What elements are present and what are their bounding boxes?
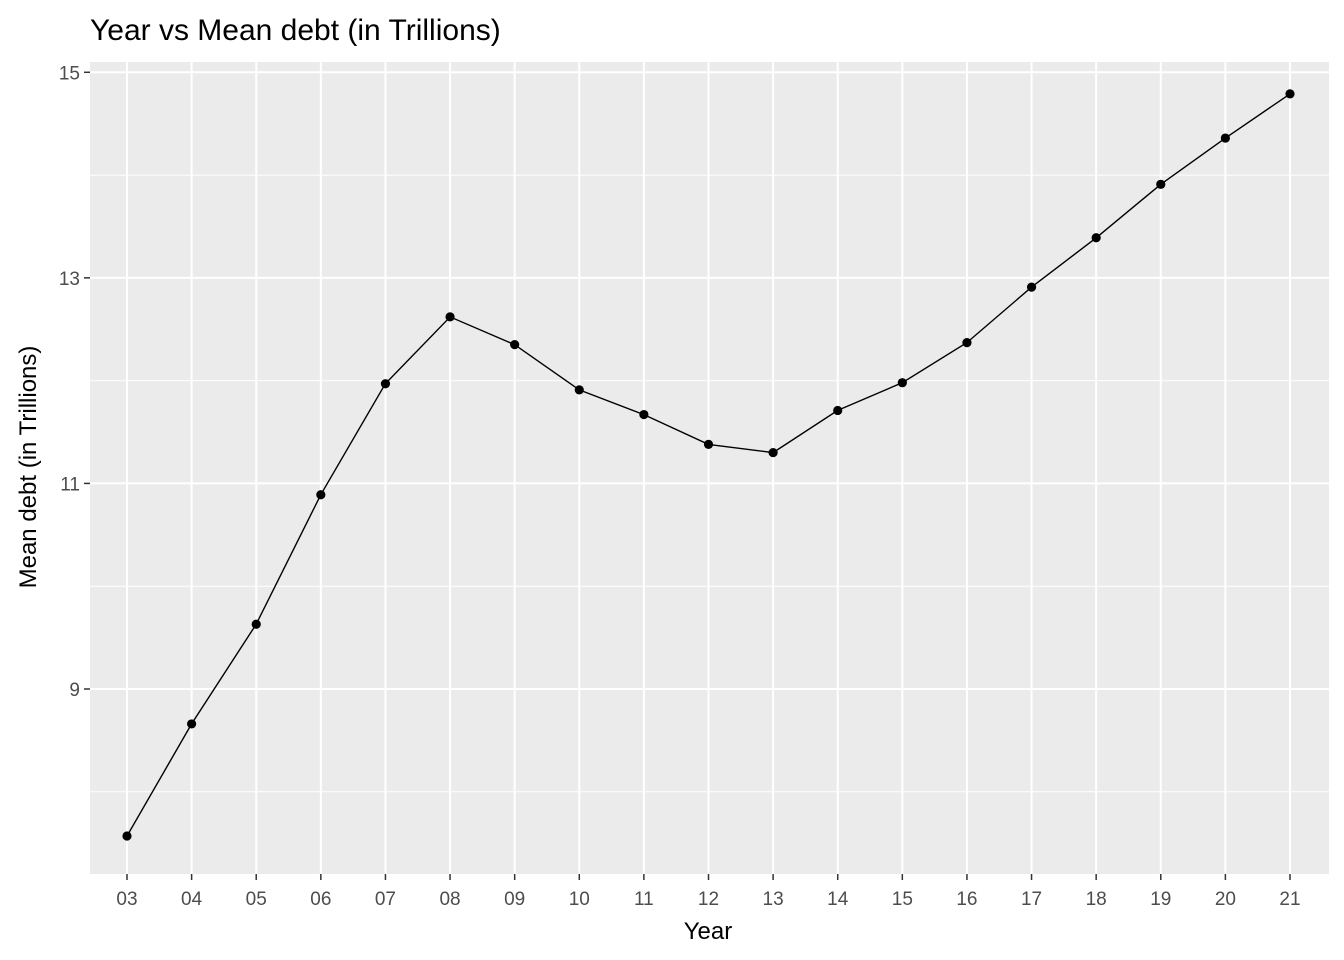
x-tick-label: 16: [956, 889, 977, 910]
y-tick-label: 9: [69, 680, 80, 701]
x-tick-label: 18: [1086, 889, 1107, 910]
data-points: [122, 89, 1295, 841]
x-axis-title: Year: [684, 918, 733, 945]
data-point: [962, 338, 972, 348]
data-point: [1220, 133, 1230, 143]
x-tick-label: 13: [763, 889, 784, 910]
data-point: [380, 379, 391, 389]
x-tick-label: 04: [181, 889, 203, 910]
x-tick-label: 12: [698, 889, 719, 910]
x-tick-label: 21: [1279, 889, 1300, 910]
data-point: [1026, 282, 1037, 292]
x-tick-label: 10: [569, 889, 590, 910]
x-tick-label: 15: [892, 889, 913, 910]
x-tick-label: 20: [1215, 889, 1236, 910]
y-axis-title: Mean debt (in Trillions): [15, 346, 42, 589]
data-point: [1156, 179, 1166, 189]
major-gridlines: [90, 62, 1329, 874]
y-tick-label: 15: [59, 63, 80, 84]
x-tick-label: 19: [1150, 889, 1171, 910]
data-point: [897, 378, 907, 388]
y-tick-label: 13: [59, 269, 80, 290]
x-tick-label: 03: [116, 889, 137, 910]
x-tick-label: 07: [375, 889, 396, 910]
data-point: [187, 719, 197, 729]
x-tick-label: 11: [634, 889, 654, 910]
data-point: [1091, 233, 1101, 243]
data-point: [639, 409, 649, 420]
data-point: [251, 619, 261, 629]
data-point: [445, 312, 455, 322]
data-point: [768, 447, 778, 458]
chart-title: Year vs Mean debt (in Trillions): [90, 14, 501, 47]
data-point: [1285, 89, 1295, 99]
data-point: [122, 831, 132, 841]
data-point: [703, 439, 714, 449]
data-point: [510, 340, 520, 350]
x-tick-label: 17: [1021, 889, 1042, 910]
data-point: [316, 490, 326, 500]
data-point: [574, 385, 584, 395]
x-tick-label: 06: [310, 889, 331, 910]
x-tick-label: 05: [246, 889, 267, 910]
data-point: [833, 405, 843, 416]
x-axis: 03 04 05 06 07 08 09 10 11 12 13 14 15 16 17 18 19 20 21: [116, 874, 1301, 910]
x-tick-label: 08: [439, 889, 460, 910]
y-tick-label: 11: [60, 474, 80, 495]
x-tick-label: 14: [827, 889, 849, 910]
x-tick-label: 09: [504, 889, 525, 910]
y-axis: 9 11 13 15: [59, 63, 90, 701]
